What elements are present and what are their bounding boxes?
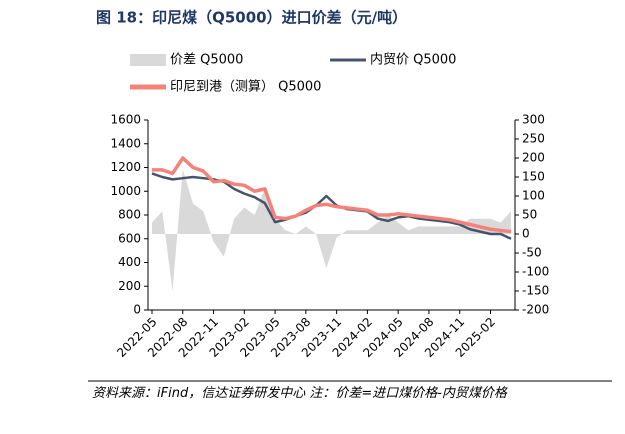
y2-tick-label: 200 <box>522 151 545 165</box>
y-tick-label: 200 <box>118 279 141 293</box>
spread-area <box>152 169 511 291</box>
y2-tick-label: 300 <box>522 113 545 127</box>
y2-tick-label: 250 <box>522 132 545 146</box>
y-tick-label: 600 <box>118 231 141 245</box>
legend-swatch <box>130 54 166 66</box>
legend-label: 价差 Q5000 <box>170 53 243 68</box>
price-line <box>152 156 512 234</box>
legend-label: 内贸价 Q5000 <box>370 52 456 68</box>
y-tick-label: 1400 <box>110 136 141 150</box>
y-tick-label: 1200 <box>110 160 141 174</box>
y2-tick-label: 150 <box>522 170 545 184</box>
y2-tick-label: -50 <box>522 246 542 260</box>
y2-tick-label: -100 <box>522 265 549 279</box>
y2-tick-label: 50 <box>522 208 537 222</box>
y-tick-label: 400 <box>118 255 141 269</box>
y-tick-label: 1000 <box>110 184 141 198</box>
y-tick-label: 0 <box>133 303 141 317</box>
legend-label: 印尼到港（测算） Q5000 <box>170 80 321 95</box>
y2-tick-label: 100 <box>522 189 545 203</box>
chart-title: 图 18：印尼煤（Q5000）进口价差（元/吨） <box>96 9 407 27</box>
y2-tick-label: -200 <box>522 303 549 317</box>
y-tick-label: 1600 <box>110 113 141 127</box>
y-tick-label: 800 <box>118 208 141 222</box>
y2-tick-label: -150 <box>522 284 549 298</box>
source-note: 资料来源：iFind，信达证券研发中心 注：价差=进口煤价格-内贸煤价格 <box>92 386 507 401</box>
y2-tick-label: 0 <box>522 227 530 241</box>
